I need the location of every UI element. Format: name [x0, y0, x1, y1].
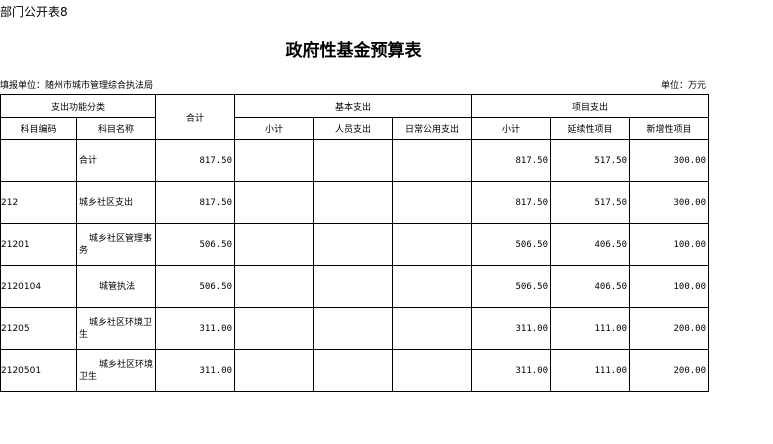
cell-continuing: 406.50 — [550, 265, 631, 308]
cell-project-subtotal: 817.50 — [471, 181, 552, 224]
cell-total: 817.50 — [155, 181, 236, 224]
header-personnel: 人员支出 — [313, 117, 394, 140]
cell-code: 2120501 — [0, 349, 77, 392]
cell-code: 2120104 — [0, 265, 77, 308]
cell-name: 城乡社区环境卫生 — [75, 307, 157, 350]
cell-project-subtotal: 506.50 — [471, 265, 552, 308]
header-basic: 基本支出 — [234, 94, 473, 118]
cell-daily-public — [392, 181, 473, 224]
cell-project-subtotal: 311.00 — [471, 349, 552, 392]
header-name: 科目名称 — [75, 117, 157, 140]
table-row: 212 城乡社区支出 817.50 817.50 517.50 300.00 — [0, 181, 710, 224]
header-total: 合计 — [155, 94, 236, 140]
cell-continuing: 406.50 — [550, 223, 631, 266]
cell-daily-public — [392, 223, 473, 266]
cell-basic-subtotal — [234, 307, 315, 350]
cell-new: 100.00 — [629, 223, 710, 266]
cell-name: 城乡社区支出 — [75, 181, 157, 224]
cell-daily-public — [392, 349, 473, 392]
header-code: 科目编码 — [0, 117, 77, 140]
cell-code: 21205 — [0, 307, 77, 350]
table-row: 21201 城乡社区管理事务 506.50 506.50 406.50 100.00 — [0, 223, 710, 266]
header-project-subtotal: 小计 — [471, 117, 552, 140]
table-row: 合计 817.50 817.50 517.50 300.00 — [0, 139, 710, 182]
table-row: 21205 城乡社区环境卫生 311.00 311.00 111.00 200.00 — [0, 307, 710, 350]
cell-code — [0, 139, 77, 182]
cell-continuing: 517.50 — [550, 139, 631, 182]
cell-personnel — [313, 223, 394, 266]
cell-daily-public — [392, 139, 473, 182]
cell-total: 506.50 — [155, 265, 236, 308]
cell-basic-subtotal — [234, 181, 315, 224]
cell-daily-public — [392, 265, 473, 308]
page-title: 政府性基金预算表 — [285, 41, 422, 61]
cell-personnel — [313, 349, 394, 392]
cell-continuing: 517.50 — [550, 181, 631, 224]
filing-unit: 填报单位：随州市城市管理综合执法局 — [0, 81, 154, 91]
cell-new: 100.00 — [629, 265, 710, 308]
header-daily-public: 日常公用支出 — [392, 117, 473, 140]
table-row: 2120104 城管执法 506.50 506.50 406.50 100.00 — [0, 265, 710, 308]
cell-new: 200.00 — [629, 349, 710, 392]
cell-daily-public — [392, 307, 473, 350]
document-label: 部门公开表8 — [0, 5, 68, 19]
cell-new: 300.00 — [629, 181, 710, 224]
cell-total: 311.00 — [155, 349, 236, 392]
cell-basic-subtotal — [234, 349, 315, 392]
cell-new: 200.00 — [629, 307, 710, 350]
header-basic-subtotal: 小计 — [234, 117, 315, 140]
cell-project-subtotal: 817.50 — [471, 139, 552, 182]
currency-unit: 单位：万元 — [660, 81, 706, 91]
cell-code: 212 — [0, 181, 77, 224]
cell-name: 城管执法 — [75, 265, 157, 308]
cell-continuing: 111.00 — [550, 349, 631, 392]
cell-continuing: 111.00 — [550, 307, 631, 350]
cell-project-subtotal: 506.50 — [471, 223, 552, 266]
cell-total: 817.50 — [155, 139, 236, 182]
cell-code: 21201 — [0, 223, 77, 266]
cell-name: 合计 — [75, 139, 157, 182]
cell-basic-subtotal — [234, 265, 315, 308]
cell-new: 300.00 — [629, 139, 710, 182]
cell-name: 城乡社区环境卫生 — [75, 349, 157, 392]
header-new: 新增性项目 — [629, 117, 710, 140]
cell-basic-subtotal — [234, 223, 315, 266]
header-continuing: 延续性项目 — [550, 117, 631, 140]
cell-personnel — [313, 181, 394, 224]
cell-total: 506.50 — [155, 223, 236, 266]
cell-personnel — [313, 307, 394, 350]
budget-table: 支出功能分类 合计 基本支出 项目支出 科目编码 科目名称 小计 人员支出 日常… — [0, 94, 710, 392]
header-project: 项目支出 — [471, 94, 710, 118]
cell-total: 311.00 — [155, 307, 236, 350]
header-category: 支出功能分类 — [0, 94, 157, 118]
cell-personnel — [313, 265, 394, 308]
cell-project-subtotal: 311.00 — [471, 307, 552, 350]
cell-personnel — [313, 139, 394, 182]
table-row: 2120501 城乡社区环境卫生 311.00 311.00 111.00 200.00 — [0, 349, 710, 392]
cell-basic-subtotal — [234, 139, 315, 182]
cell-name: 城乡社区管理事务 — [75, 223, 157, 266]
